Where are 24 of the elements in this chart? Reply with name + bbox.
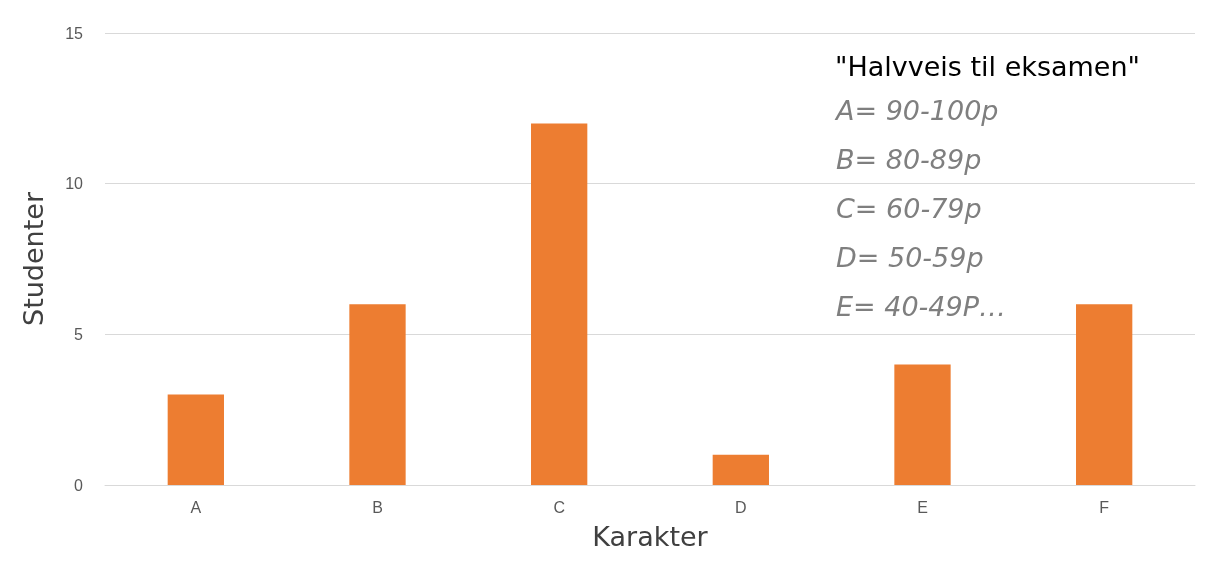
x-tick-label: B xyxy=(372,498,383,516)
annotation: C= 60-79p xyxy=(836,193,982,224)
annotation: A= 90-100p xyxy=(834,95,999,126)
bar xyxy=(349,304,406,485)
text: "Halvveis til eksamen" xyxy=(835,51,1140,82)
annotation: D= 50-59p xyxy=(836,242,984,273)
x-tick-label: A xyxy=(190,498,202,516)
y-tick-label: 15 xyxy=(65,24,84,42)
x-tick-label: E xyxy=(917,498,928,516)
y-tick-label: 10 xyxy=(65,175,84,193)
bar xyxy=(712,454,769,485)
x-tick-label: F xyxy=(1099,498,1110,516)
bar xyxy=(167,394,224,485)
bar xyxy=(894,364,951,485)
bar xyxy=(531,123,588,485)
y-axis-title: Studenter xyxy=(18,191,49,326)
annotation: B= 80-89p xyxy=(836,144,982,175)
x-tick-label: D xyxy=(735,498,747,516)
x-tick-label: C xyxy=(553,498,565,516)
y-tick-label: 5 xyxy=(74,325,84,343)
bar xyxy=(1076,304,1133,485)
y-tick-label: 0 xyxy=(74,476,84,494)
annotation: E= 40-49P… xyxy=(836,291,1007,322)
x-axis-title: Karakter xyxy=(592,521,709,552)
